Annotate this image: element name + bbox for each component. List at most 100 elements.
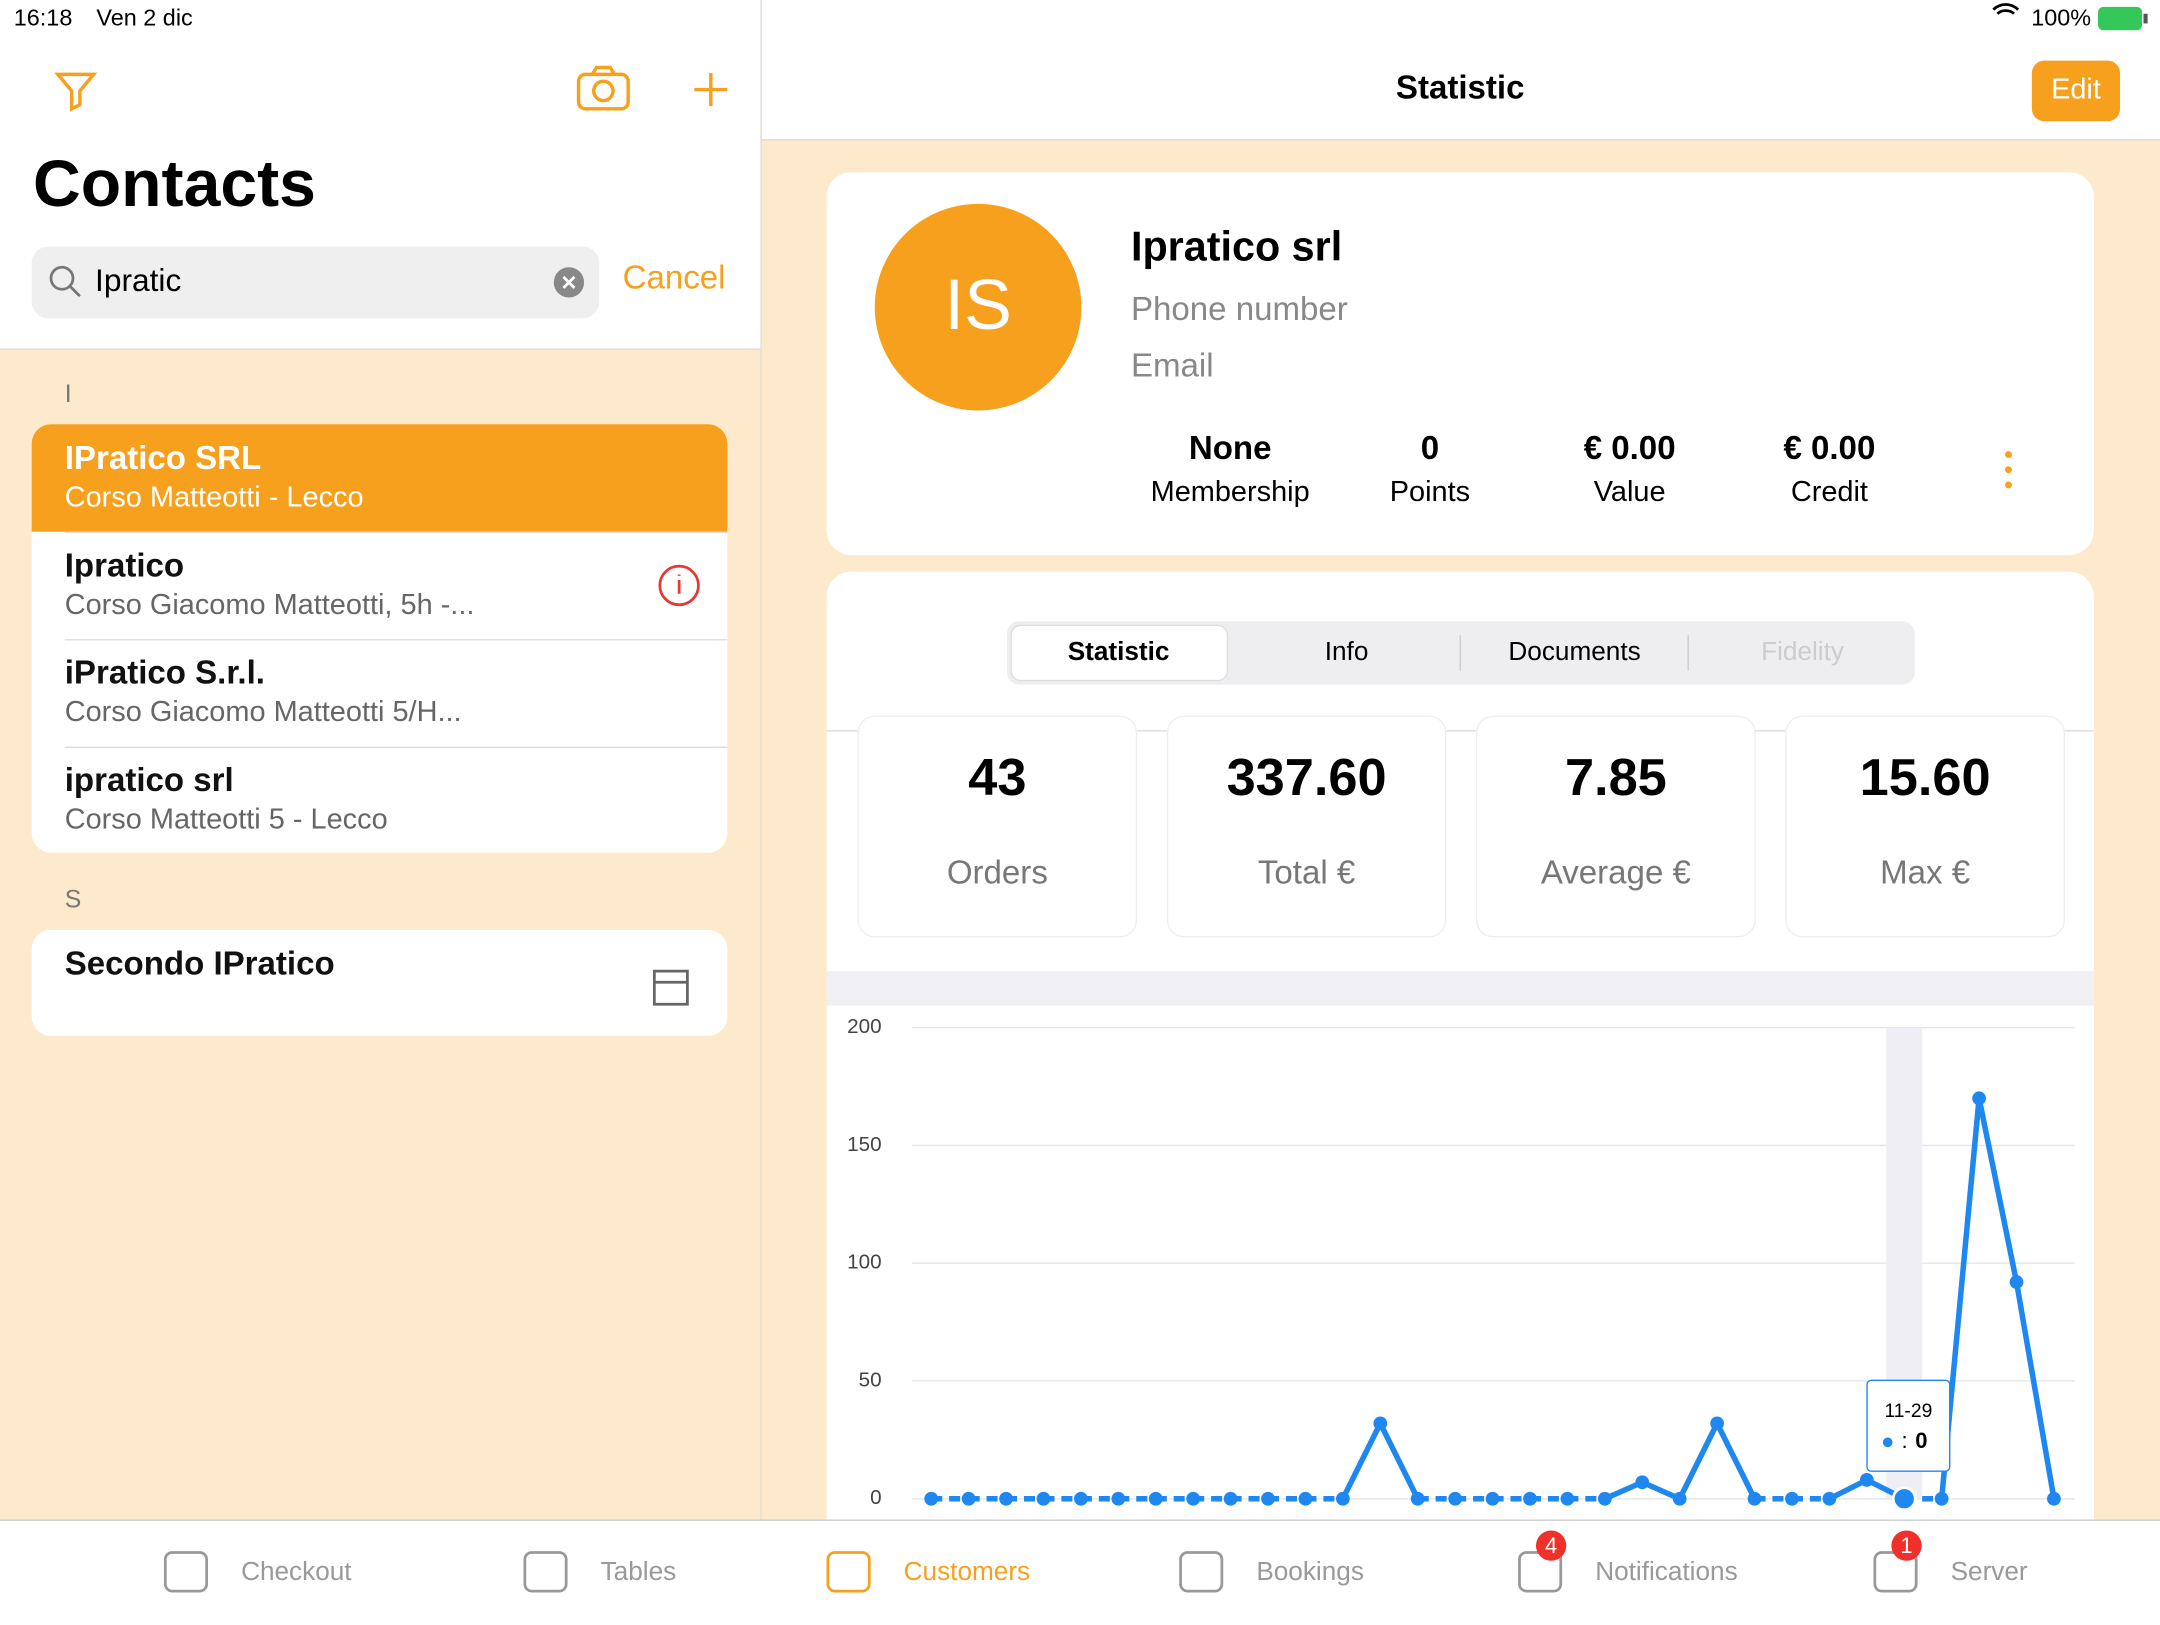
- tooltip-value: 0: [1915, 1428, 1927, 1453]
- segment-label[interactable]: Fidelity: [1761, 636, 1845, 666]
- date: Ven 2 dic: [96, 4, 193, 30]
- data-point: [1448, 1491, 1463, 1506]
- y-tick-label: 100: [847, 1251, 881, 1274]
- contacts-card: [31, 929, 728, 1036]
- stat-label: Max €: [1880, 854, 1970, 891]
- contact-name[interactable]: iPratico S.r.l.: [65, 655, 265, 692]
- data-point: [1635, 1475, 1650, 1490]
- cancel-button[interactable]: Cancel: [623, 259, 726, 296]
- y-tick-label: 150: [847, 1133, 881, 1156]
- search-icon: [49, 265, 81, 298]
- search-text[interactable]: Ipratic: [95, 262, 181, 298]
- stat-card: [1166, 715, 1447, 938]
- summary-label: Points: [1390, 476, 1470, 508]
- tab-label[interactable]: Checkout: [241, 1556, 352, 1586]
- segment-label[interactable]: Documents: [1508, 636, 1640, 666]
- tab-icon[interactable]: [163, 1551, 209, 1593]
- edit-button[interactable]: [2031, 60, 2121, 122]
- data-point: [1523, 1491, 1537, 1506]
- data-point: [961, 1491, 976, 1506]
- line-segment: [2013, 1281, 2057, 1500]
- more-icon[interactable]: [2005, 451, 2012, 489]
- stat-card: [857, 715, 1138, 938]
- stat-label: Average €: [1541, 854, 1691, 891]
- data-point: [1186, 1491, 1201, 1506]
- line-segment: [1976, 1097, 2020, 1283]
- avatar-initials: IS: [944, 265, 1012, 345]
- filter-icon[interactable]: [54, 72, 98, 112]
- data-point: [1074, 1491, 1088, 1506]
- contact-name[interactable]: IPratico SRL: [65, 440, 262, 477]
- contact-name[interactable]: Secondo IPratico: [65, 945, 335, 982]
- chart-band: [826, 971, 2094, 1006]
- data-point: [1597, 1491, 1612, 1506]
- data-point: [1298, 1491, 1313, 1506]
- tooltip-swatch: [1882, 1437, 1893, 1448]
- line-segment: [1340, 1422, 1383, 1501]
- section-letter: I: [65, 381, 72, 408]
- stat-value: 337.60: [1227, 749, 1387, 807]
- segment-label[interactable]: Statistic: [1068, 636, 1170, 666]
- data-point: [1672, 1491, 1687, 1506]
- tab-icon[interactable]: [523, 1551, 568, 1593]
- stat-value: 7.85: [1565, 749, 1667, 807]
- line-segment: [1677, 1422, 1720, 1501]
- tab-label[interactable]: Bookings: [1256, 1556, 1364, 1586]
- summary-label: Membership: [1151, 476, 1310, 508]
- email: Email: [1131, 348, 1214, 385]
- summary-label: Value: [1594, 476, 1666, 508]
- tab-label[interactable]: Customers: [904, 1556, 1030, 1586]
- contact-address: Corso Giacomo Matteotti, 5h -...: [65, 589, 475, 621]
- section-letter: S: [65, 886, 82, 913]
- battery-level: 100%: [2031, 4, 2091, 30]
- profile-card: [826, 172, 2094, 556]
- segment-label[interactable]: Info: [1325, 636, 1369, 666]
- fidelity-icon: [652, 969, 689, 1006]
- contact-address: Corso Matteotti - Lecco: [65, 481, 364, 513]
- phone: Phone number: [1131, 291, 1348, 328]
- summary-value: € 0.00: [1783, 430, 1875, 467]
- contact-name[interactable]: ipratico srl: [65, 762, 234, 799]
- stat-label: Orders: [947, 854, 1048, 891]
- tab-label[interactable]: Tables: [601, 1556, 677, 1586]
- data-point: [1747, 1491, 1762, 1506]
- tab-label[interactable]: Notifications: [1595, 1556, 1737, 1586]
- stat-value: 15.60: [1860, 749, 1991, 807]
- contact-address: Corso Matteotti 5 - Lecco: [65, 804, 388, 836]
- y-tick-label: 50: [859, 1368, 882, 1391]
- search-field[interactable]: [31, 246, 600, 319]
- segment-selected: [1010, 624, 1229, 682]
- data-point: [1335, 1491, 1350, 1506]
- summary-value: € 0.00: [1584, 430, 1676, 467]
- data-point: [1710, 1416, 1725, 1431]
- data-point: [999, 1491, 1013, 1506]
- tab-label[interactable]: Server: [1951, 1556, 2028, 1586]
- add-icon[interactable]: [694, 73, 728, 107]
- badge-count: 4: [1545, 1533, 1557, 1558]
- battery-icon: [2098, 6, 2148, 31]
- tab-icon[interactable]: [1179, 1551, 1224, 1593]
- data-point: [1972, 1091, 1986, 1106]
- stat-value: 43: [968, 749, 1026, 807]
- data-point: [1410, 1491, 1425, 1506]
- stat-label: Total €: [1258, 854, 1355, 891]
- tooltip-category: 11-29: [1884, 1401, 1932, 1422]
- contacts-title: Contacts: [33, 147, 316, 221]
- data-point: [1891, 1486, 1917, 1512]
- info-icon[interactable]: [658, 564, 700, 607]
- tooltip-separator: :: [1901, 1428, 1907, 1453]
- selected-row[interactable]: [31, 424, 728, 532]
- data-point: [1934, 1491, 1949, 1506]
- contact-name[interactable]: Ipratico: [65, 547, 184, 584]
- edit-label[interactable]: Edit: [2051, 74, 2101, 106]
- camera-icon[interactable]: [576, 65, 630, 111]
- badge-count: 1: [1900, 1533, 1912, 1558]
- data-point: [1223, 1491, 1238, 1506]
- contact-address: Corso Giacomo Matteotti 5/H...: [65, 696, 462, 728]
- line-segment: [1714, 1422, 1758, 1501]
- summary-value: 0: [1421, 430, 1439, 467]
- line-segment: [1377, 1422, 1421, 1501]
- tab-icon[interactable]: [826, 1551, 871, 1593]
